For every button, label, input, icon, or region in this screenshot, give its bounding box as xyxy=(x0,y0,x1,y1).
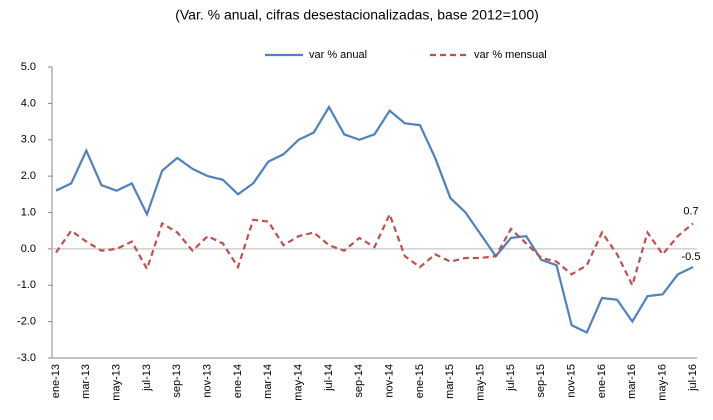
x-tick-label: may-16 xyxy=(657,364,669,401)
legend-label: var % anual xyxy=(309,49,367,61)
data-label: 0.7 xyxy=(683,205,698,217)
x-tick-label: jul-14 xyxy=(323,364,335,392)
y-tick-label: 4.0 xyxy=(21,97,36,109)
y-tick-label: 3.0 xyxy=(21,134,36,146)
x-tick-label: jul-15 xyxy=(505,364,517,392)
x-tick-label: mar-13 xyxy=(80,364,92,399)
x-tick-label: may-15 xyxy=(475,364,487,401)
y-tick-label: 1.0 xyxy=(21,206,36,218)
data-label: -0.5 xyxy=(682,251,701,263)
x-tick-label: mar-15 xyxy=(444,364,456,399)
x-tick-label: ene-14 xyxy=(232,364,244,398)
x-tick-label: may-14 xyxy=(293,364,305,401)
x-tick-label: jul-16 xyxy=(687,364,699,392)
x-tick-label: jul-13 xyxy=(141,364,153,392)
x-tick-label: may-13 xyxy=(111,364,123,401)
x-tick-label: sep-14 xyxy=(353,364,365,398)
x-tick-label: sep-13 xyxy=(171,364,183,398)
y-tick-label: 0.0 xyxy=(21,243,36,255)
series-line xyxy=(55,211,694,289)
x-tick-label: nov-15 xyxy=(566,364,578,398)
x-tick-label: sep-15 xyxy=(535,364,547,398)
y-tick-label: -3.0 xyxy=(17,352,36,364)
y-tick-label: -1.0 xyxy=(17,279,36,291)
chart-title: (Var. % anual, cifras desestacionalizada… xyxy=(175,7,539,23)
x-tick-label: nov-14 xyxy=(384,364,396,398)
x-tick-label: nov-13 xyxy=(202,364,214,398)
x-tick-label: mar-14 xyxy=(262,364,274,399)
x-tick-label: ene-16 xyxy=(596,364,608,398)
series-line xyxy=(55,104,694,335)
x-tick-label: ene-13 xyxy=(50,364,62,398)
x-tick-label: ene-15 xyxy=(414,364,426,398)
x-tick-label: mar-16 xyxy=(626,364,638,399)
y-tick-label: 2.0 xyxy=(21,170,36,182)
legend-label: var % mensual xyxy=(474,49,547,61)
y-tick-label: 5.0 xyxy=(21,61,36,73)
y-tick-label: -2.0 xyxy=(17,316,36,328)
